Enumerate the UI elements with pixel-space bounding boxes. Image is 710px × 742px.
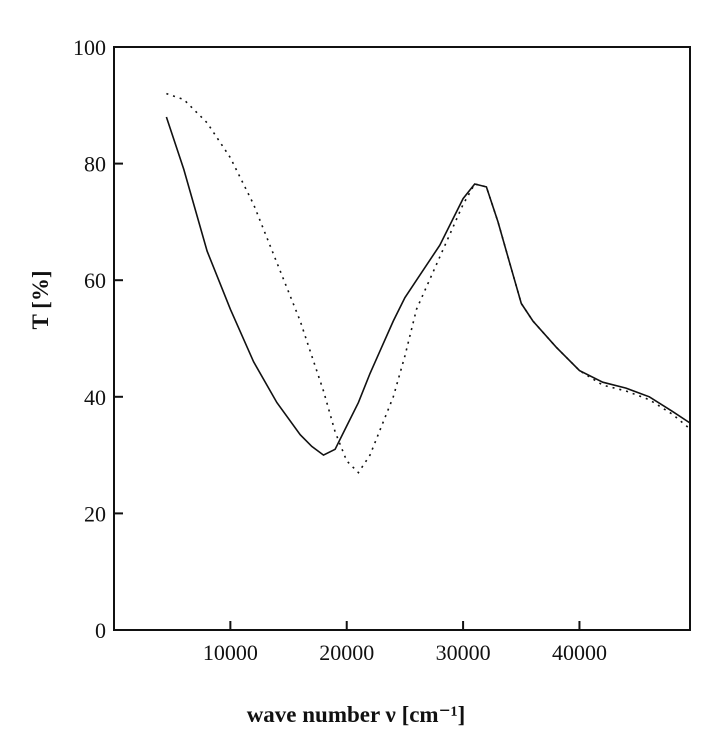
y-tick-label: 0 <box>95 618 106 643</box>
data-line <box>165 116 691 457</box>
y-tick-label: 20 <box>84 501 106 526</box>
x-axis-label: wave number ν [cm⁻¹] <box>247 702 466 727</box>
y-axis-label: T [%] <box>28 271 53 330</box>
x-tick-label: 20000 <box>319 640 374 665</box>
x-tick-label: 30000 <box>436 640 491 665</box>
y-tick-label: 80 <box>84 152 106 177</box>
data-line <box>166 92 691 474</box>
x-tick-label: 40000 <box>552 640 607 665</box>
plot-frame <box>113 46 691 631</box>
y-tick-label: 40 <box>84 385 106 410</box>
y-tick-label: 100 <box>73 35 106 60</box>
x-tick-label: 10000 <box>203 640 258 665</box>
y-tick-label: 60 <box>84 268 106 293</box>
